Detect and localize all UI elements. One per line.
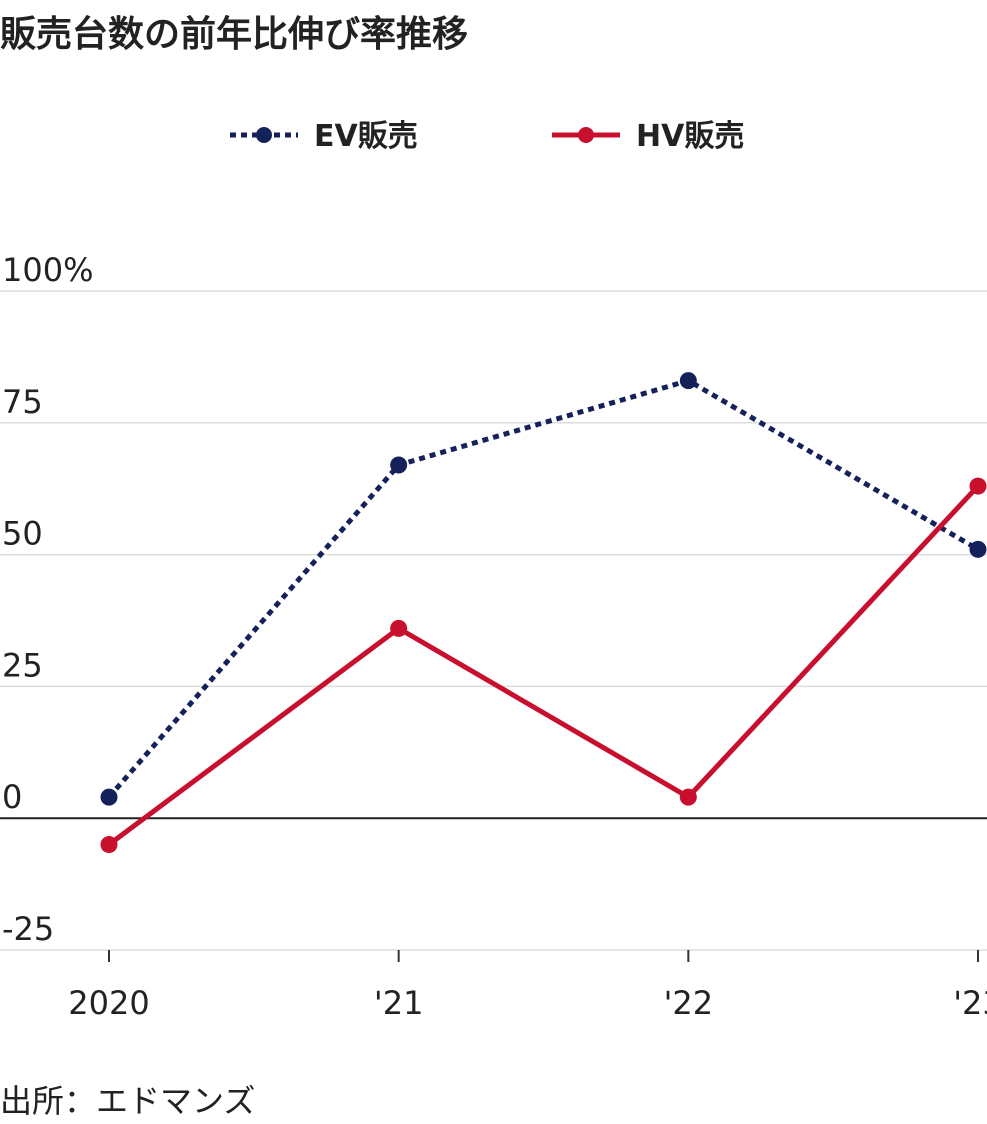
data-point xyxy=(100,836,118,854)
chart-title: 販売台数の前年比伸び率推移 xyxy=(0,14,468,55)
source: 出所：エドマンズ xyxy=(0,1082,255,1120)
data-point xyxy=(969,540,987,558)
data-point xyxy=(969,477,987,495)
x-tick-label: 2020 xyxy=(68,984,149,1022)
y-tick-label: 25 xyxy=(2,646,43,684)
data-point xyxy=(100,788,118,806)
legend-marker xyxy=(256,127,272,143)
y-tick-label: -25 xyxy=(2,910,54,948)
y-tick-label: 75 xyxy=(2,383,43,421)
series-line xyxy=(107,484,980,847)
x-tick-label: '22 xyxy=(664,984,714,1022)
data-point xyxy=(390,456,408,474)
x-tick-label: '23 xyxy=(953,984,987,1022)
y-tick-label: 50 xyxy=(2,515,43,553)
data-point xyxy=(679,372,697,390)
legend-label: HV販売 xyxy=(636,119,744,154)
y-tick-label: 0 xyxy=(2,778,22,816)
data-point xyxy=(390,619,408,637)
legend-marker xyxy=(578,127,594,143)
series-line xyxy=(107,377,980,799)
legend-label: EV販売 xyxy=(314,119,418,154)
y-tick-label: 100% xyxy=(2,251,93,289)
data-point xyxy=(679,788,697,806)
x-tick-label: '21 xyxy=(374,984,424,1022)
